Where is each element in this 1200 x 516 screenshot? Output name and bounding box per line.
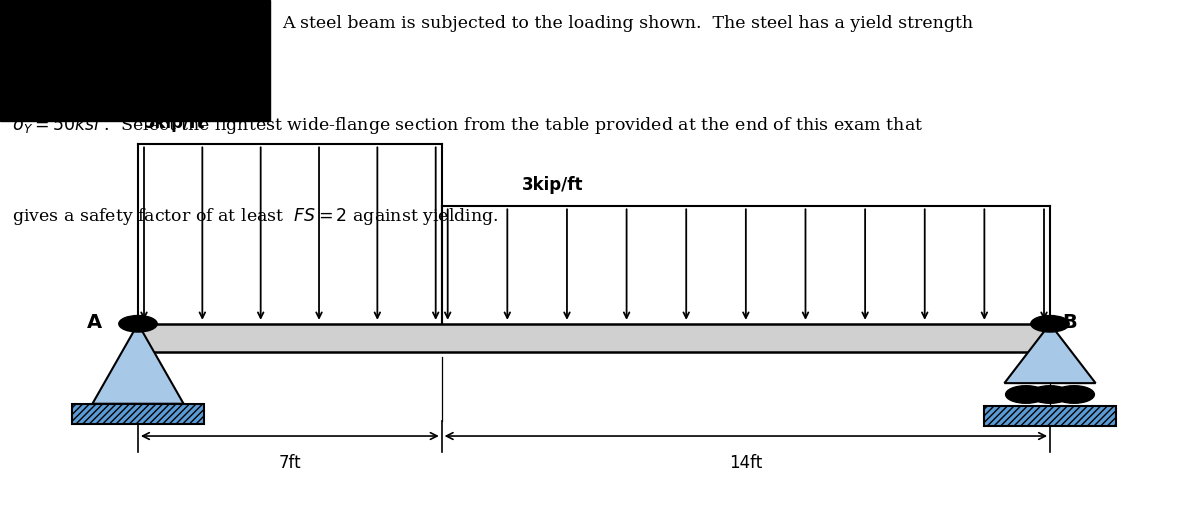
Polygon shape [1004, 324, 1096, 383]
Circle shape [1030, 386, 1070, 404]
Polygon shape [92, 324, 184, 404]
Text: $\sigma_Y = 50ksi$ .  Select the lightest wide-flange section from the table pro: $\sigma_Y = 50ksi$ . Select the lightest… [12, 114, 923, 136]
Bar [72, 404, 204, 424]
Bar [984, 406, 1116, 426]
Text: A steel beam is subjected to the loading shown.  The steel has a yield strength: A steel beam is subjected to the loading… [282, 15, 973, 33]
Bar [0, 0, 270, 121]
Text: A: A [86, 313, 102, 332]
Bar [138, 324, 1050, 352]
Circle shape [1031, 315, 1069, 332]
Text: B: B [1062, 313, 1076, 332]
Text: 7ft: 7ft [278, 454, 301, 472]
Text: 5kip/ft: 5kip/ft [144, 114, 205, 132]
Text: gives a safety factor of at least  $FS = 2$ against yielding.: gives a safety factor of at least $FS = … [12, 206, 499, 228]
Circle shape [119, 315, 157, 332]
Circle shape [1006, 386, 1046, 404]
Text: 3kip/ft: 3kip/ft [522, 175, 583, 194]
Text: 14ft: 14ft [730, 454, 762, 472]
Circle shape [1054, 386, 1094, 404]
